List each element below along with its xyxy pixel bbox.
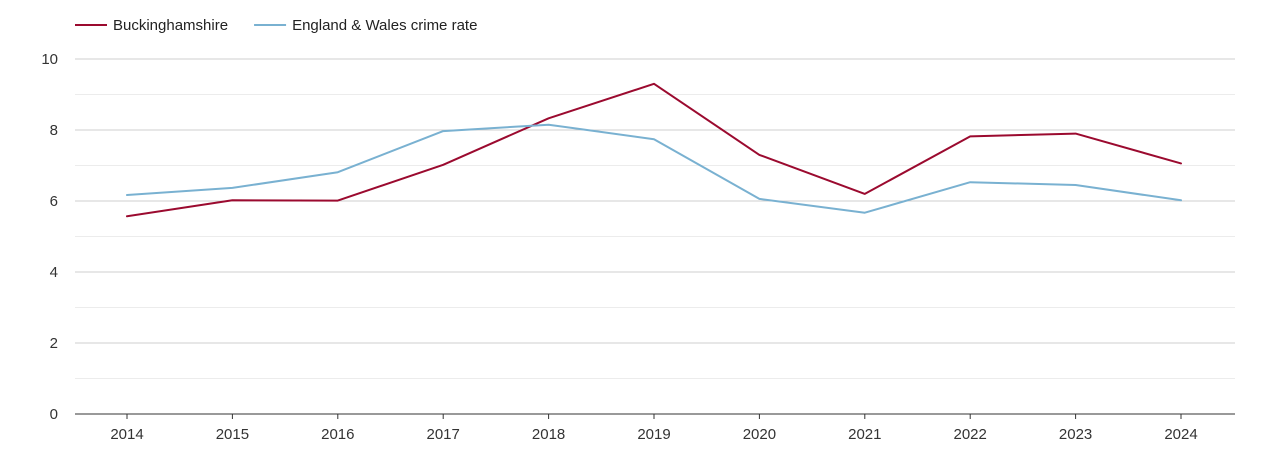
y-tick-label: 6 <box>50 193 58 210</box>
x-tick-label: 2023 <box>1059 426 1092 443</box>
x-tick-label: 2017 <box>427 426 460 443</box>
y-tick-label: 2 <box>50 335 58 352</box>
x-tick-label: 2019 <box>637 426 670 443</box>
legend-label-1: Buckinghamshire <box>113 17 228 34</box>
y-axis: 0 2 4 6 8 10 <box>41 51 58 423</box>
x-axis: 2014 2015 2016 2017 2018 2019 2020 2021 2022 2023… <box>75 413 1235 443</box>
x-tick-label: 2016 <box>321 426 354 443</box>
legend-label-2: England & Wales crime rate <box>292 17 477 34</box>
y-tick-label: 8 <box>50 122 58 139</box>
x-tick-label: 2024 <box>1164 426 1197 443</box>
x-tick-label: 2014 <box>110 426 143 443</box>
x-tick-label: 2020 <box>743 426 776 443</box>
y-tick-label: 4 <box>50 264 58 281</box>
x-tick-label: 2022 <box>954 426 987 443</box>
legend: Buckinghamshire England & Wales crime rat… <box>75 17 477 34</box>
x-tick-label: 2021 <box>848 426 881 443</box>
series-line-1 <box>126 82 1182 218</box>
y-tick-label: 0 <box>50 406 58 423</box>
y-tick-label: 10 <box>41 51 58 68</box>
series-line-2 <box>126 123 1182 214</box>
x-tick-label: 2015 <box>216 426 249 443</box>
grid-lines <box>75 58 1235 379</box>
series-group <box>126 82 1182 218</box>
x-tick-label: 2018 <box>532 426 565 443</box>
